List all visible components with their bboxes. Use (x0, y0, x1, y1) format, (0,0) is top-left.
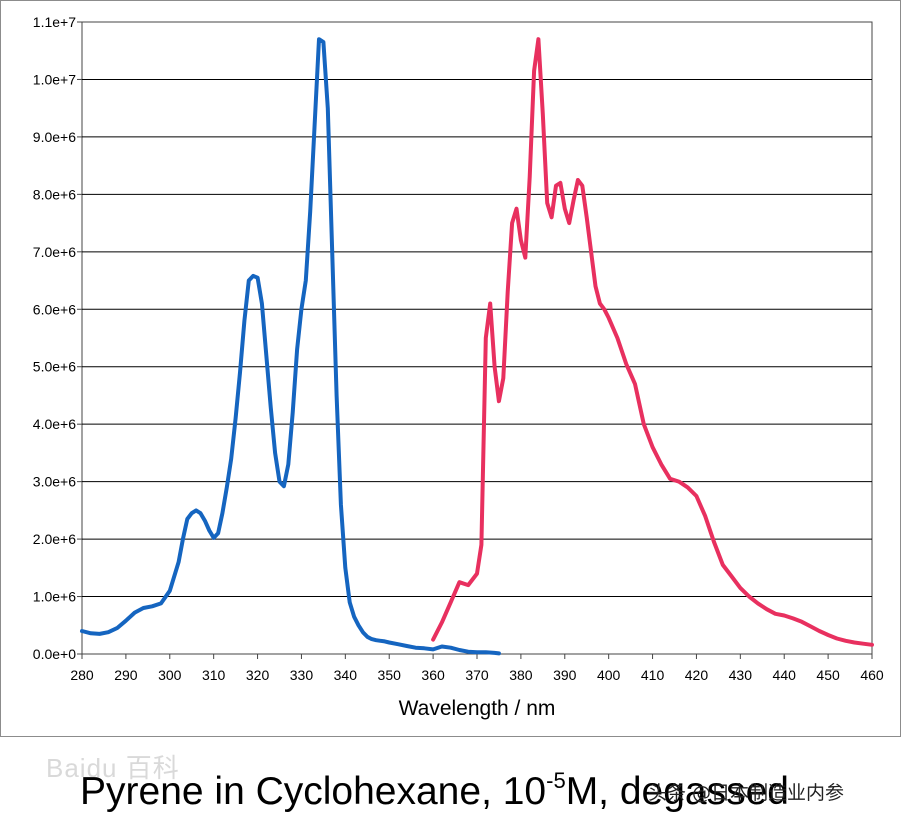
x-tick-label: 380 (509, 667, 533, 683)
x-tick-label: 330 (290, 667, 314, 683)
x-tick-label: 460 (860, 667, 884, 683)
chart-caption: Pyrene in Cyclohexane, 10-5M, degassed (80, 768, 789, 813)
x-tick-label: 360 (421, 667, 445, 683)
y-tick-label: 2.0e+6 (33, 531, 76, 547)
y-tick-label: 3.0e+6 (33, 474, 76, 490)
caption-suffix: M, degassed (565, 770, 789, 813)
plot-area (81, 21, 873, 655)
baidu-watermark: Baidu 百科 (46, 753, 180, 783)
x-tick-label: 430 (729, 667, 753, 683)
x-tick-label: 400 (597, 667, 621, 683)
y-tick-label: 4.0e+6 (33, 416, 76, 432)
y-tick-label: 5.0e+6 (33, 359, 76, 375)
x-tick-label: 420 (685, 667, 709, 683)
x-tick-label: 350 (378, 667, 402, 683)
x-axis-title: Wavelength / nm (399, 697, 556, 720)
x-tick-label: 290 (114, 667, 138, 683)
x-tick-label: 320 (246, 667, 270, 683)
y-tick-label: 9.0e+6 (33, 129, 76, 145)
y-tick-label: 6.0e+6 (33, 301, 76, 317)
x-tick-label: 310 (202, 667, 226, 683)
x-tick-label: 450 (816, 667, 840, 683)
y-tick-label: 8.0e+6 (33, 186, 76, 202)
x-tick-label: 300 (158, 667, 182, 683)
y-axis-ticks: 0.0e+0 1.0e+6 2.0e+6 3.0e+6 4.0e+6 5.0e+6 6.0e… (33, 14, 82, 662)
x-tick-label: 440 (773, 667, 797, 683)
y-tick-label: 1.0e+7 (33, 71, 76, 87)
caption-exponent: -5 (546, 768, 566, 793)
toutiao-watermark: 头条 @日本制造业内参 (648, 782, 845, 804)
x-tick-label: 280 (70, 667, 94, 683)
x-tick-label: 340 (334, 667, 358, 683)
x-axis-ticks: 280 290 300 310 320 330 340 350 360 370 380 390 400 4… (70, 654, 884, 683)
emission-series-line (431, 37, 874, 647)
y-tick-label: 1.0e+6 (33, 589, 76, 605)
y-tick-label: 1.1e+7 (33, 14, 76, 30)
chart: 280 290 300 310 320 330 340 350 360 370 380 390 400 4… (0, 0, 901, 737)
series-layer (80, 37, 874, 656)
x-tick-label: 390 (553, 667, 577, 683)
absorption-series-line (80, 37, 501, 656)
x-tick-label: 410 (641, 667, 665, 683)
y-tick-label: 0.0e+0 (33, 646, 76, 662)
y-tick-label: 7.0e+6 (33, 244, 76, 260)
caption-prefix: Pyrene in Cyclohexane, 10 (80, 770, 547, 813)
x-tick-label: 370 (465, 667, 489, 683)
